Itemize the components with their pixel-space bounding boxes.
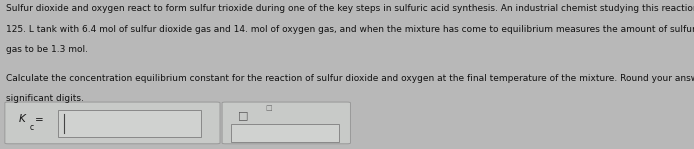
FancyBboxPatch shape <box>231 124 339 142</box>
Text: Calculate the concentration equilibrium constant for the reaction of sulfur diox: Calculate the concentration equilibrium … <box>6 74 694 83</box>
Text: □: □ <box>238 110 248 121</box>
Text: gas to be 1.3 mol.: gas to be 1.3 mol. <box>6 45 87 54</box>
Text: 125. L tank with 6.4 mol of sulfur dioxide gas and 14. mol of oxygen gas, and wh: 125. L tank with 6.4 mol of sulfur dioxi… <box>6 25 694 34</box>
FancyBboxPatch shape <box>222 102 350 144</box>
Text: significant digits.: significant digits. <box>6 94 83 103</box>
Text: K: K <box>19 114 26 124</box>
FancyBboxPatch shape <box>5 102 220 144</box>
Text: Sulfur dioxide and oxygen react to form sulfur trioxide during one of the key st: Sulfur dioxide and oxygen react to form … <box>6 4 694 13</box>
FancyBboxPatch shape <box>58 110 201 137</box>
Text: =: = <box>35 115 44 125</box>
Text: c: c <box>30 123 34 132</box>
Text: □: □ <box>266 105 273 111</box>
